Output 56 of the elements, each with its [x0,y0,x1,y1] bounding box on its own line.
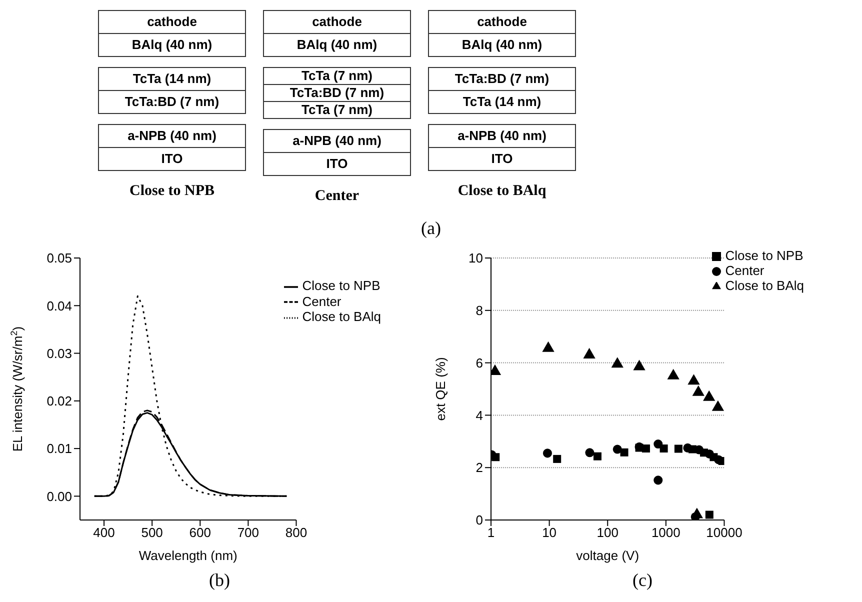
x-tick-label: 1 [487,525,495,540]
text: BAlq (40 nm) [99,33,245,56]
text: a-NPB (40 nm) [126,127,218,145]
text: TcTa (14 nm) [132,70,212,88]
category-label: Close to NPB [128,183,216,200]
text: ITO [429,147,575,170]
text: TcTa (7 nm) [300,68,374,84]
x-axis-title: voltage (V) [576,548,640,563]
category-label: Close to BAlq [456,183,548,200]
x-tick-label: 1000 [651,525,680,540]
y-tick-label: 0.03 [46,346,72,361]
text: TcTa (14 nm) [429,90,575,113]
text: ITO [264,152,410,175]
legend-label: Close to NPB [302,278,380,293]
text: cathode [311,13,363,31]
y-tick-label: 0.04 [46,298,72,314]
legend-label: Center [725,263,764,278]
text: cathode [476,13,528,31]
text: a-NPB (40 nm) [456,127,548,145]
text: ITO [99,147,245,170]
y-tick-label: 6 [476,355,483,370]
category-label: Center [314,188,360,205]
text: TcTa:BD (7 nm) [99,90,245,113]
text: cathode [146,13,198,31]
text: (a) [420,218,442,239]
legend-label: Close to BAlq [725,278,804,293]
y-tick-label: 0 [476,512,483,528]
y-tick-label: 0.01 [46,441,72,456]
y-tick-label: 0.05 [46,250,72,266]
y-axis-title: ext QE (%) [433,357,448,421]
y-tick-label: 10 [468,250,483,266]
y-tick-label: 2 [476,460,483,476]
legend-label: Close to NPB [725,248,804,263]
y-tick-label: 8 [476,303,483,318]
x-tick-label: 100 [596,525,618,540]
y-tick-label: 0.02 [46,394,72,409]
text: TcTa:BD (7 nm) [264,84,410,101]
x-axis-title: Wavelength (nm) [138,548,238,563]
text: BAlq (40 nm) [429,33,575,56]
text: (b) [208,570,231,591]
text: (c) [632,570,654,591]
y-tick-label: 0.00 [46,488,72,504]
text: BAlq (40 nm) [264,33,410,56]
y-tick-label: 4 [476,408,483,423]
text: TcTa:BD (7 nm) [454,70,550,88]
x-tick-label: 500 [141,525,163,540]
legend-label: Center [302,294,342,309]
x-tick-label: 600 [189,525,211,540]
legend-label: Close to BAlq [302,309,381,324]
x-tick-label: 10000 [706,525,742,540]
x-tick-label: 700 [237,525,260,540]
x-tick-label: 400 [93,525,115,540]
x-tick-label: 800 [285,525,308,540]
text: TcTa (7 nm) [264,101,410,118]
text: a-NPB (40 nm) [292,132,382,150]
x-tick-label: 10 [542,525,557,540]
